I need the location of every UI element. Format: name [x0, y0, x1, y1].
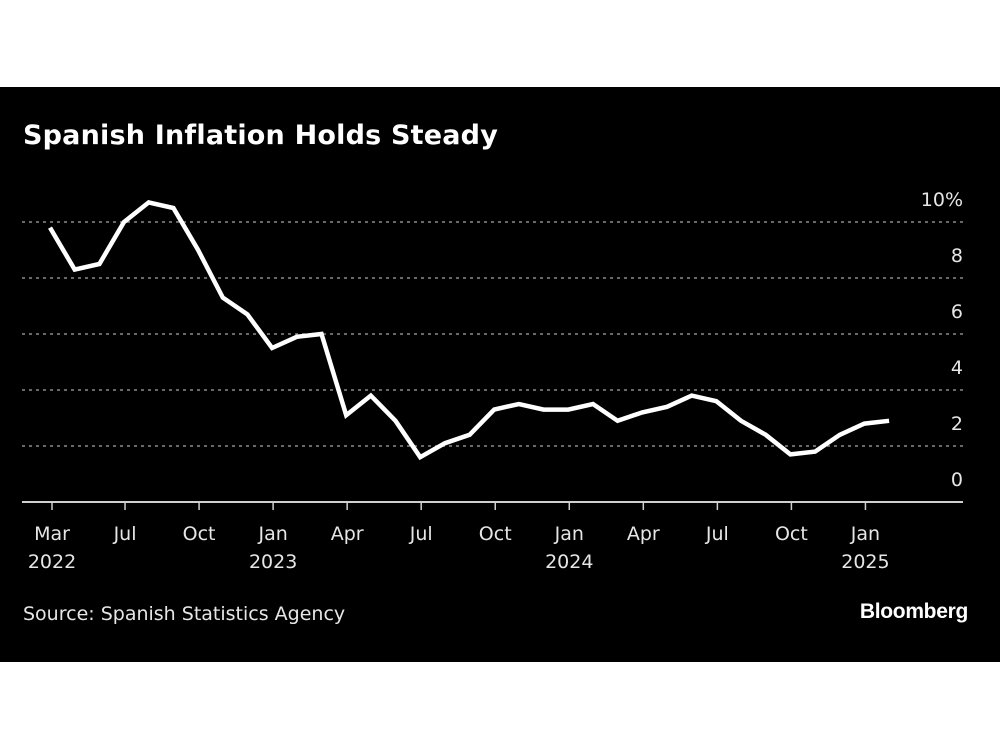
y-axis-labels: 0 2 4 6 8 10%: [921, 189, 963, 491]
x-tick-label: Jul: [113, 523, 137, 545]
x-tick-label: Mar: [34, 523, 70, 545]
x-tick-label: Jan: [554, 523, 584, 545]
chart-title: Spanish Inflation Holds Steady: [23, 120, 498, 151]
y-tick-label: 10%: [921, 189, 963, 211]
x-tick-label: Oct: [775, 523, 808, 545]
x-tick-year-label: 2024: [545, 551, 593, 573]
x-tick-label: Apr: [331, 523, 364, 545]
x-axis-ticks: Mar 2022 Jul Oct Jan 2023 Apr Jul Oct Jan 2024 Apr J…: [28, 502, 890, 573]
gridlines: [22, 221, 963, 447]
x-tick-label: Jan: [850, 523, 880, 545]
x-tick-year-label: 2023: [249, 551, 297, 573]
bloomberg-logo: Bloomberg: [859, 600, 968, 623]
x-tick-label: Apr: [627, 523, 660, 545]
x-tick-label: Oct: [183, 523, 216, 545]
source-note: Source: Spanish Statistics Agency: [23, 603, 346, 625]
chart-panel: [0, 87, 1000, 662]
y-tick-label: 8: [951, 245, 963, 267]
x-tick-year-label: 2025: [841, 551, 889, 573]
x-tick-label: Jan: [257, 523, 287, 545]
y-tick-label: 0: [951, 469, 963, 491]
series-group: [48, 199, 890, 461]
x-tick-label: Jul: [705, 523, 729, 545]
y-tick-label: 6: [951, 301, 963, 323]
series-line: [48, 199, 890, 461]
x-tick-year-label: 2022: [28, 551, 76, 573]
x-tick-label: Oct: [479, 523, 512, 545]
y-tick-label: 2: [951, 413, 963, 435]
x-tick-label: Jul: [409, 523, 433, 545]
y-tick-label: 4: [951, 357, 963, 379]
